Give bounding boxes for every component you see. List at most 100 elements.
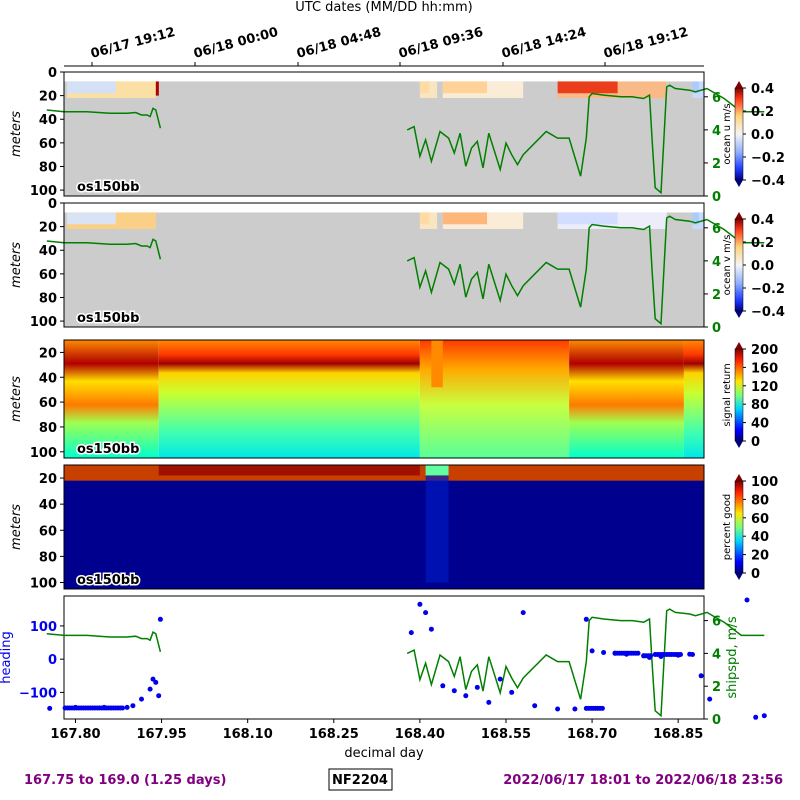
x-tick-label: 168.40	[395, 727, 445, 742]
x-tick-label: 168.70	[567, 727, 617, 742]
right-tick-label: 4	[712, 255, 721, 270]
heading-point	[423, 610, 429, 616]
ship-speed-line	[46, 215, 765, 326]
heading-point	[474, 684, 480, 690]
y-tick-label: 60	[39, 137, 57, 152]
colorbar: 0.4 0.2 0.0 −0.2 −0.4 ocean v m/s	[722, 212, 785, 320]
heading-axis-label: heading	[0, 631, 14, 684]
data-patch-core	[419, 212, 430, 225]
footer-range-left: 167.75 to 169.0 (1.25 days)	[24, 773, 226, 788]
right-tick-label: 6	[712, 615, 721, 630]
utc-axis-title: UTC dates (MM/DD hh:mm)	[295, 0, 472, 15]
heading-point	[124, 704, 130, 710]
colorbar-extend-bottom	[735, 311, 743, 318]
y-tick-label: 60	[39, 396, 57, 411]
signal-band-end	[683, 340, 704, 458]
right-tick-label: 2	[712, 157, 721, 172]
y-tick-label: 100	[30, 576, 57, 591]
signal-band-mid	[158, 340, 420, 458]
shipspd-axis-label: shipspd, m/s	[725, 616, 740, 698]
colorbar-tick-label: −0.2	[751, 282, 785, 297]
colorbar-tick-label: 40	[751, 530, 769, 545]
heading-point	[463, 693, 469, 699]
y-tick-label: 100	[30, 446, 57, 461]
data-patch-core	[557, 81, 618, 94]
signal-band-left	[64, 340, 159, 458]
heading-point	[408, 630, 414, 636]
data-patch-core	[66, 81, 116, 94]
panels: 020406080100metersos150bb64200.40.20.0−0…	[0, 66, 785, 761]
percent-good-low	[64, 465, 704, 589]
y-tick-label: 100	[30, 184, 57, 199]
percent-good-gap	[425, 465, 449, 476]
heading-point	[157, 616, 163, 622]
data-patch-core	[442, 81, 488, 94]
right-tick-label: 4	[712, 124, 721, 139]
right-tick-label: 0	[712, 190, 721, 205]
colorbar-tick-label: 0.2	[751, 236, 774, 251]
no-data-region	[64, 81, 704, 196]
panel-4: 20 40 60 80 100 meters os150bb 100 80 60 40 20 0 perc…	[9, 464, 778, 591]
heading-point	[440, 683, 446, 689]
colorbar-extend-top	[735, 474, 743, 481]
colorbar-tick-label: 0.4	[751, 213, 774, 228]
colorbar: 100 80 60 40 20 0 percent good	[722, 474, 778, 582]
ship-speed-line	[46, 84, 765, 195]
percent-good-band	[158, 465, 420, 476]
right-tick-label: 0	[712, 713, 721, 728]
y-tick-label: 40	[39, 244, 57, 259]
instrument-label: os150bb	[77, 442, 139, 457]
cruise-id-box	[328, 768, 393, 791]
y-tick-label: 20	[39, 90, 57, 105]
colorbar-tick-label: 80	[751, 493, 769, 508]
colorbar-tick-label: 80	[751, 398, 769, 413]
y-tick-label: 0	[48, 197, 57, 212]
colorbar: 200 160 120 80 40 0 signal return	[722, 342, 778, 450]
right-tick-label: 6	[712, 91, 721, 106]
colorbar-tick-label: 100	[751, 475, 778, 490]
x-tick-label: 168.85	[653, 727, 703, 742]
colorbar-tick-label: 200	[751, 343, 778, 358]
y-tick-label: 60	[39, 524, 57, 539]
x-tick-label: 167.95	[136, 727, 186, 742]
colorbar-gradient	[734, 87, 744, 181]
instrument-label: os150bb	[77, 311, 139, 326]
y-tick-label: 0	[48, 653, 57, 668]
data-patch-edge	[155, 81, 159, 96]
heading-point	[698, 673, 704, 679]
data-patch-core	[442, 212, 488, 225]
colorbar-label: ocean v m/s	[722, 235, 733, 296]
colorbar-extend-bottom	[735, 441, 743, 448]
y-tick-label: 20	[39, 472, 57, 487]
heading-point	[509, 689, 515, 695]
heading-point	[520, 610, 526, 616]
heading-point	[147, 686, 153, 692]
colorbar-tick-label: 160	[751, 361, 778, 376]
heading-point	[497, 676, 503, 682]
panel-2: 020406080100metersos150bb64200.40.20.0−0…	[9, 197, 785, 336]
y-tick-label: 80	[39, 550, 57, 565]
colorbar-tick-label: 0.4	[751, 82, 774, 97]
colorbar-tick-label: 0.0	[751, 259, 774, 274]
colorbar-extend-top	[735, 212, 743, 219]
instrument-label: os150bb	[77, 573, 139, 588]
y-axis-label: meters	[9, 111, 24, 157]
colorbar-tick-label: 40	[751, 417, 769, 432]
y-axis-label: meters	[9, 376, 24, 422]
colorbar-gradient	[734, 218, 744, 312]
ship-speed-line	[46, 608, 765, 718]
colorbar-extend-top	[735, 81, 743, 88]
y-tick-label: 40	[39, 371, 57, 386]
instrument-label: os150bb	[77, 180, 139, 195]
y-tick-label: 40	[39, 498, 57, 513]
data-patch-core	[557, 212, 618, 225]
panel-frame	[63, 464, 705, 590]
heading-point	[583, 616, 589, 622]
right-tick-label: 6	[712, 222, 721, 237]
heading-point	[130, 703, 136, 709]
y-tick-label: 80	[39, 421, 57, 436]
colorbar-tick-label: 0	[751, 567, 760, 582]
colorbar-tick-label: −0.2	[751, 151, 785, 166]
y-tick-label: 20	[39, 221, 57, 236]
